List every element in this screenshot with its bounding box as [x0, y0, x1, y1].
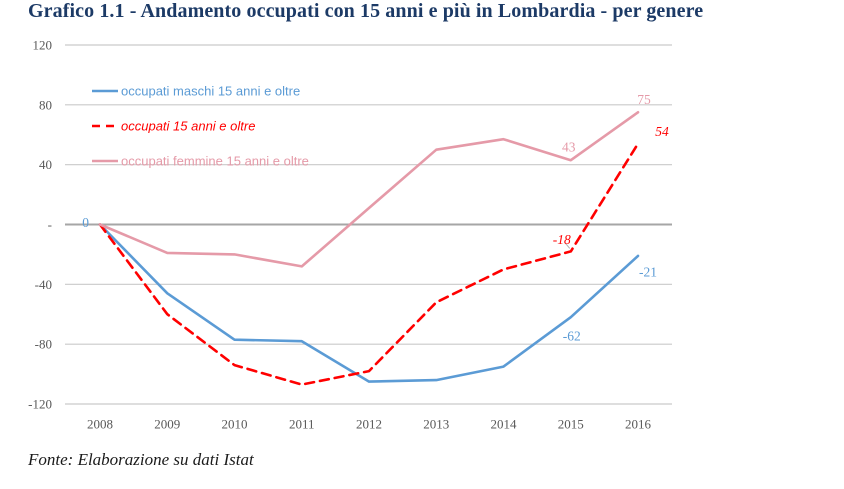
y-tick-label: -40 [35, 277, 52, 292]
chart-title: Grafico 1.1 - Andamento occupati con 15 … [28, 0, 704, 22]
x-tick-label: 2014 [491, 417, 518, 432]
legend-label-maschi: occupati maschi 15 anni e oltre [121, 84, 300, 99]
data-label: 0 [82, 215, 89, 230]
x-tick-label: 2015 [558, 417, 584, 432]
legend-label-femmine: occupati femmine 15 anni e oltre [121, 154, 309, 169]
x-tick-label: 2013 [423, 417, 449, 432]
label-leader-line [564, 242, 571, 249]
data-label: 54 [655, 124, 669, 139]
x-tick-label: 2016 [625, 417, 652, 432]
data-label: -18 [553, 232, 571, 247]
data-label: -21 [639, 264, 657, 279]
legend-label-totale: occupati 15 anni e oltre [121, 119, 255, 134]
source-note: Fonte: Elaborazione su dati Istat [28, 450, 254, 469]
x-tick-label: 2008 [87, 417, 113, 432]
x-tick-label: 2010 [222, 417, 248, 432]
y-tick-label: 120 [33, 38, 53, 53]
y-tick-label: - [48, 217, 52, 232]
y-tick-label: 40 [39, 157, 52, 172]
x-tick-label: 2011 [289, 417, 315, 432]
series-line-maschi [98, 223, 640, 383]
data-label: 75 [637, 92, 651, 107]
data-label: -62 [563, 329, 581, 344]
y-tick-label: -80 [35, 337, 52, 352]
series-line-femmine [98, 111, 640, 268]
x-tick-label: 2012 [356, 417, 382, 432]
series-line-totale [98, 142, 640, 386]
y-tick-label: 80 [39, 97, 52, 112]
data-label: 43 [562, 140, 576, 155]
x-tick-label: 2009 [154, 417, 180, 432]
y-tick-label: -120 [28, 397, 52, 412]
